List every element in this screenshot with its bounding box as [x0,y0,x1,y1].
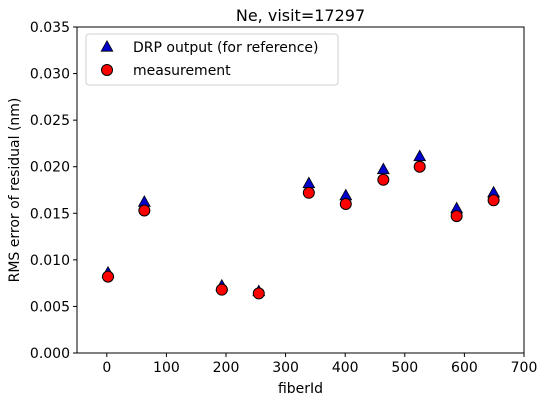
y-tick-label: 0.025 [30,113,70,129]
data-point-triangle [413,149,427,162]
y-axis-ticks: 0.000 0.005 0.010 0.015 0.020 0.025 0.030 0.035 [30,20,77,362]
x-axis-ticks: 0 100 200 300 400 500 600 700 [102,353,537,376]
series-measurement [101,160,500,300]
y-tick-label: 0.000 [30,346,70,362]
legend-marker-triangle [100,39,114,52]
data-point-circle [252,287,265,300]
y-tick-label: 0.020 [30,160,70,176]
x-tick-label: 700 [511,360,538,376]
data-point-circle [138,204,151,217]
y-axis-label: RMS error of residual (nm) [7,98,23,283]
x-tick-label: 200 [213,360,240,376]
x-tick-label: 0 [102,360,111,376]
data-point-triangle [376,162,390,175]
y-tick-label: 0.005 [30,299,70,315]
legend-entries: DRP output (for reference) measurement [100,39,319,79]
chart-title: Ne, visit=17297 [236,6,365,25]
data-point-circle [413,160,426,173]
legend: DRP output (for reference) measurement [85,33,339,86]
legend-label: measurement [133,63,231,79]
x-tick-label: 600 [451,360,478,376]
data-point-circle [302,186,315,199]
y-tick-label: 0.035 [30,20,70,36]
legend-label: DRP output (for reference) [133,40,319,56]
series-layer [101,149,501,300]
plot-area-frame [76,26,525,354]
x-axis-label: fiberId [278,381,323,397]
x-tick-label: 400 [332,360,359,376]
x-tick-label: 100 [153,360,180,376]
data-point-circle [487,194,500,207]
legend-marker-circle [101,64,113,76]
x-tick-label: 500 [391,360,418,376]
data-point-circle [450,210,463,223]
data-point-circle [339,197,352,210]
data-point-circle [377,173,390,186]
data-point-circle [215,283,228,296]
legend-box [85,33,339,86]
x-tick-label: 300 [272,360,299,376]
y-tick-label: 0.030 [30,67,70,83]
data-point-circle [101,270,114,283]
y-tick-label: 0.010 [30,253,70,269]
y-tick-label: 0.015 [30,206,70,222]
